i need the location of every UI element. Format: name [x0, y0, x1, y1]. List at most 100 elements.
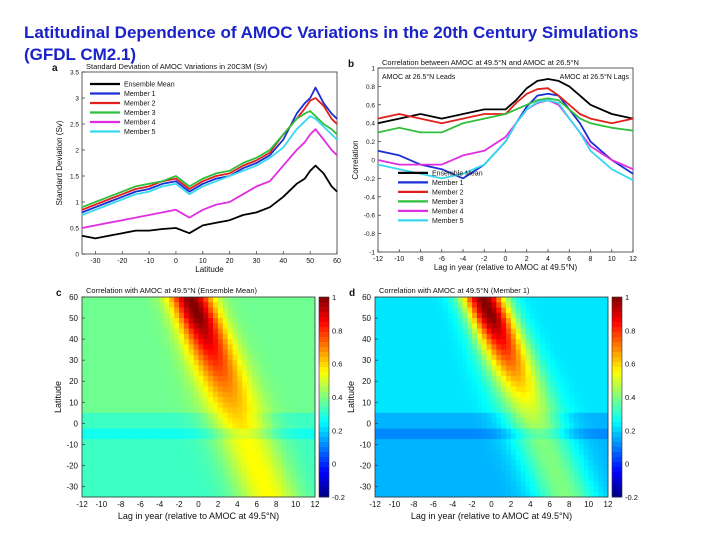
heatmap-cell — [515, 481, 522, 487]
heatmap-cell — [569, 386, 575, 393]
heatmap-cell — [486, 397, 492, 403]
heatmap-cell — [472, 333, 478, 340]
heatmap-cell — [285, 339, 292, 345]
colorbar-step — [612, 327, 622, 333]
heatmap-cell — [540, 412, 546, 419]
heatmap-cell — [305, 360, 311, 366]
heatmap-cell — [379, 339, 386, 345]
heatmap-cell — [135, 475, 141, 482]
heatmap-cell — [310, 297, 316, 303]
heatmap-cell — [457, 323, 463, 329]
heatmap-cell — [574, 439, 580, 445]
heatmap-cell — [442, 312, 449, 319]
heatmap-cell — [379, 375, 386, 382]
heatmap-cell — [457, 475, 463, 482]
heatmap-cell — [227, 349, 233, 356]
heatmap-cell — [418, 423, 424, 429]
heatmap-cell — [583, 470, 589, 477]
heatmap-cell — [588, 412, 594, 419]
heatmap-cell — [578, 365, 585, 372]
panel-b-legend-label: Member 4 — [432, 208, 464, 215]
heatmap-cell — [447, 312, 454, 319]
heatmap-cell — [222, 323, 229, 329]
heatmap-cell — [300, 391, 306, 398]
heatmap-cell — [447, 433, 454, 440]
heatmap-cell — [203, 354, 209, 361]
heatmap-cell — [130, 386, 136, 393]
heatmap-cell — [472, 307, 478, 314]
heatmap-cell — [135, 339, 141, 345]
heatmap-cell — [276, 375, 282, 382]
heatmap-cell — [394, 323, 400, 329]
heatmap-cell — [418, 449, 424, 456]
heatmap-cell — [232, 318, 238, 324]
heatmap-cell — [501, 428, 507, 435]
heatmap-cell — [101, 339, 107, 345]
heatmap-cell — [266, 465, 272, 472]
heatmap-cell — [438, 354, 444, 361]
colorbar-step — [612, 367, 622, 373]
heatmap-cell — [281, 412, 287, 419]
heatmap-cell — [520, 475, 526, 482]
heatmap-cell — [115, 481, 122, 487]
heatmap-cell — [501, 407, 507, 414]
heatmap-cell — [549, 302, 555, 308]
heatmap-cell — [120, 339, 127, 345]
heatmap-cell — [106, 354, 112, 361]
heatmap-cell — [375, 365, 381, 372]
heatmap-cell — [101, 391, 107, 398]
heatmap-cell — [183, 433, 190, 440]
heatmap-cell — [413, 486, 420, 493]
heatmap-cell — [467, 460, 473, 466]
heatmap-cell — [145, 307, 151, 314]
heatmap-cell — [428, 365, 434, 372]
heatmap-cell — [198, 486, 204, 493]
heatmap-cell — [281, 349, 287, 356]
heatmap-cell — [433, 328, 439, 335]
heatmap-cell — [404, 307, 410, 314]
heatmap-cell — [428, 439, 434, 445]
heatmap-cell — [515, 307, 522, 314]
heatmap-cell — [428, 433, 434, 440]
heatmap-cell — [193, 449, 199, 456]
heatmap-cell — [462, 391, 468, 398]
heatmap-cell — [111, 486, 117, 493]
heatmap-cell — [281, 439, 287, 445]
heatmap-cell — [154, 323, 161, 329]
heatmap-cell — [159, 354, 165, 361]
heatmap-cell — [544, 444, 551, 451]
heatmap-cell — [530, 333, 536, 340]
heatmap-cell — [266, 318, 272, 324]
heatmap-cell — [384, 360, 390, 366]
heatmap-cell — [140, 423, 146, 429]
heatmap-cell — [256, 370, 262, 377]
heatmap-cell — [583, 328, 589, 335]
panel-a-series-line — [81, 97, 338, 211]
heatmap-cell — [91, 302, 97, 308]
heatmap-cell — [140, 381, 146, 387]
heatmap-cell — [145, 323, 151, 329]
heatmap-cell — [247, 391, 253, 398]
heatmap-cell — [408, 460, 415, 466]
heatmap-cell — [399, 391, 405, 398]
heatmap-cell — [472, 412, 478, 419]
heatmap-cell — [598, 397, 604, 403]
heatmap-cell — [438, 481, 444, 487]
heatmap-cell — [404, 354, 410, 361]
heatmap-cell — [271, 460, 277, 466]
heatmap-cell — [164, 407, 170, 414]
heatmap-cell — [486, 433, 492, 440]
heatmap-cell — [559, 370, 565, 377]
colorbar-step — [612, 397, 622, 403]
heatmap-cell — [598, 418, 604, 424]
heatmap-cell — [588, 312, 594, 319]
heatmap-cell — [530, 349, 536, 356]
heatmap-cell — [120, 344, 127, 351]
heatmap-cell — [506, 354, 512, 361]
heatmap-cell — [256, 302, 262, 308]
heatmap-cell — [510, 486, 517, 493]
heatmap-cell — [525, 433, 531, 440]
heatmap-cell — [554, 386, 560, 393]
panel-d-xtick-label: -10 — [389, 500, 401, 509]
heatmap-cell — [428, 333, 434, 340]
